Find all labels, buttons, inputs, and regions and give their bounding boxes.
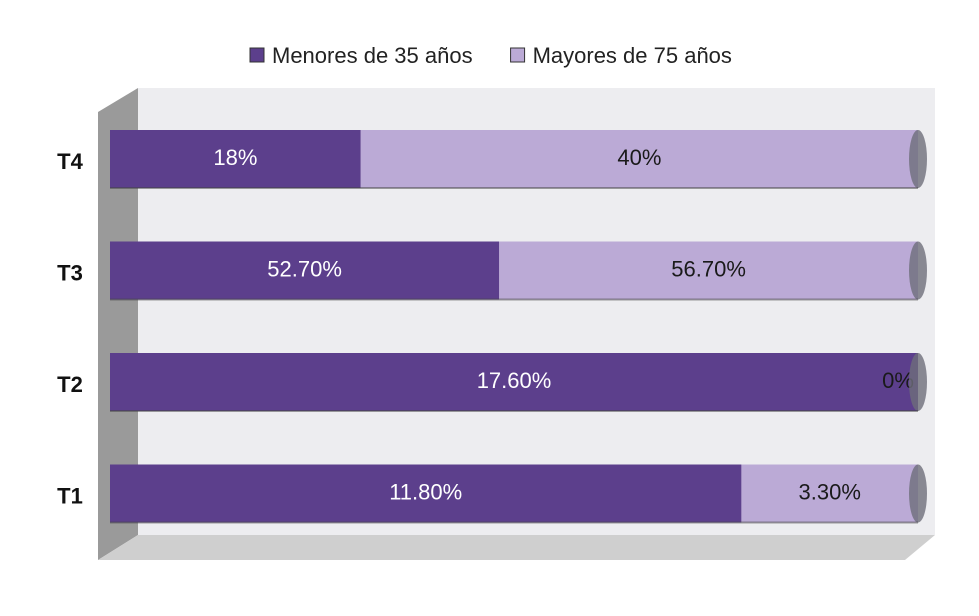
bar	[110, 241, 500, 300]
value-label: 17.60%	[477, 368, 552, 393]
floor	[98, 535, 935, 560]
bar	[110, 353, 918, 411]
value-label: 0%	[882, 368, 914, 393]
bar-cap	[909, 130, 927, 188]
bar-cap	[909, 353, 927, 411]
y-tick-label: T4	[57, 149, 83, 174]
legend-swatch	[249, 47, 265, 63]
bar	[110, 130, 361, 188]
value-label: 3.30%	[799, 479, 861, 504]
bar-cap	[909, 241, 927, 300]
bar	[110, 464, 742, 523]
value-label: 11.80%	[389, 479, 462, 504]
value-label: 52.70%	[267, 256, 342, 281]
y-tick-label: T3	[57, 260, 83, 285]
legend-swatch	[510, 47, 526, 63]
side-wall	[98, 88, 138, 560]
bar	[360, 130, 918, 188]
value-label: 40%	[617, 145, 661, 170]
y-tick-label: T1	[57, 483, 83, 508]
back-wall	[138, 88, 935, 535]
value-label: 56.70%	[671, 256, 746, 281]
legend-label: Menores de 35 años	[272, 43, 473, 68]
legend-label: Mayores de 75 años	[533, 43, 732, 68]
bar-cap	[909, 464, 927, 523]
y-tick-label: T2	[57, 372, 83, 397]
value-label: 18%	[213, 145, 257, 170]
bar	[499, 241, 918, 300]
bar	[741, 464, 918, 523]
